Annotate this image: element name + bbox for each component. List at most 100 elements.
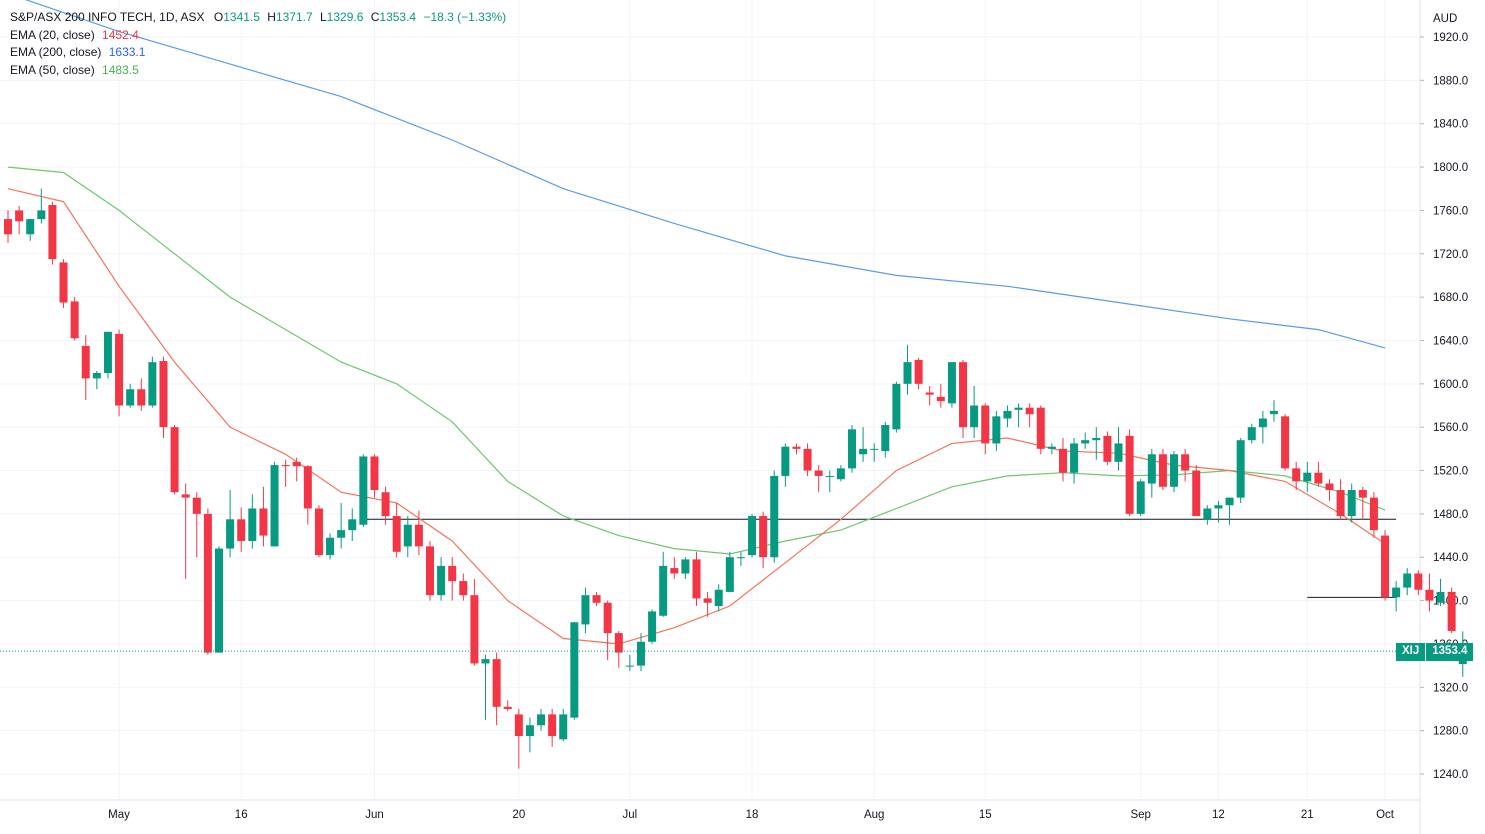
indicator-value: 1483.5 bbox=[102, 62, 139, 77]
candle-body bbox=[537, 714, 546, 726]
candle bbox=[470, 578, 479, 666]
candle bbox=[992, 410, 1001, 452]
time-tick-label: Jul bbox=[623, 809, 638, 821]
candle-body bbox=[648, 611, 657, 642]
candle-body bbox=[381, 492, 390, 517]
candle bbox=[1314, 461, 1323, 487]
open-label: O bbox=[213, 10, 224, 24]
price-axis[interactable]: 1240.01280.01320.01360.01400.01440.01480… bbox=[1420, 32, 1468, 781]
candle bbox=[170, 425, 179, 495]
candle-body bbox=[203, 513, 212, 653]
candle bbox=[48, 201, 57, 265]
candle-body bbox=[1147, 454, 1156, 484]
indicator-ema20[interactable]: EMA (20, close) 1452.4 bbox=[10, 27, 506, 45]
candle bbox=[892, 381, 901, 433]
candle-body bbox=[237, 519, 246, 541]
horizontal-lines[interactable] bbox=[363, 518, 1397, 598]
close-label: C bbox=[370, 10, 380, 24]
candle bbox=[825, 470, 834, 493]
candle-body bbox=[959, 362, 968, 428]
candle bbox=[1303, 461, 1312, 493]
candle bbox=[925, 385, 934, 406]
candle bbox=[781, 443, 790, 487]
candle-body bbox=[1425, 589, 1434, 601]
time-tick-label: 12 bbox=[1212, 809, 1225, 821]
candle bbox=[1158, 448, 1167, 491]
candle bbox=[859, 427, 868, 462]
candle-body bbox=[1136, 481, 1145, 514]
candle bbox=[1258, 410, 1267, 444]
candle bbox=[959, 359, 968, 439]
indicator-ema200[interactable]: EMA (200, close) 1633.1 bbox=[10, 44, 506, 62]
candle-body bbox=[970, 405, 979, 428]
candle-body bbox=[748, 516, 757, 556]
candle bbox=[814, 465, 823, 493]
candle bbox=[214, 546, 223, 653]
candle-body bbox=[770, 475, 779, 558]
candle bbox=[1070, 438, 1079, 484]
candle-body bbox=[692, 559, 701, 599]
indicator-ema50[interactable]: EMA (50, close) 1483.5 bbox=[10, 62, 506, 80]
candle-body bbox=[903, 362, 912, 384]
candle-body bbox=[1336, 490, 1345, 517]
candle bbox=[725, 551, 734, 592]
candle bbox=[636, 633, 645, 672]
candle bbox=[303, 465, 312, 525]
candle bbox=[59, 259, 68, 308]
price-tick-label: 1320.0 bbox=[1433, 682, 1468, 694]
candle-body bbox=[1092, 438, 1101, 441]
candle-body bbox=[126, 389, 135, 406]
price-tick-label: 1800.0 bbox=[1433, 162, 1468, 174]
candle bbox=[1103, 431, 1112, 466]
candle bbox=[437, 557, 446, 601]
candle bbox=[792, 443, 801, 455]
candle bbox=[648, 609, 657, 644]
candle-body bbox=[892, 383, 901, 430]
candle bbox=[481, 654, 490, 720]
candle-body bbox=[214, 548, 223, 653]
candle bbox=[592, 591, 601, 607]
candle bbox=[670, 557, 679, 579]
candle bbox=[947, 362, 956, 408]
candle-body bbox=[570, 622, 579, 718]
time-tick-label: 20 bbox=[512, 809, 525, 821]
candle-body bbox=[925, 392, 934, 395]
candle-body bbox=[603, 602, 612, 634]
symbol-title[interactable]: S&P/ASX 200 INFO TECH, 1D, ASX bbox=[10, 10, 205, 24]
symbol-row[interactable]: S&P/ASX 200 INFO TECH, 1D, ASX O1341.5 H… bbox=[10, 9, 506, 27]
candles bbox=[4, 188, 1467, 769]
candle-body bbox=[26, 219, 35, 235]
candle bbox=[870, 443, 879, 462]
candle-body bbox=[1236, 440, 1245, 498]
candle-body bbox=[148, 362, 157, 406]
candle bbox=[337, 503, 346, 549]
indicator-label: EMA (20, close) bbox=[10, 27, 95, 42]
candle bbox=[1192, 465, 1201, 517]
candle-body bbox=[170, 427, 179, 493]
price-tick-label: 1880.0 bbox=[1433, 75, 1468, 87]
candle bbox=[525, 717, 534, 753]
indicator-value: 1452.4 bbox=[102, 27, 139, 42]
candle-body bbox=[370, 456, 379, 491]
candle-body bbox=[1314, 472, 1323, 484]
candle-body bbox=[4, 219, 12, 235]
high-label: H bbox=[267, 10, 276, 24]
candle-body bbox=[448, 565, 457, 582]
candle-body bbox=[414, 524, 423, 547]
candle-body bbox=[159, 361, 168, 428]
candle-body bbox=[270, 465, 279, 547]
candle bbox=[1336, 479, 1345, 520]
candle-body bbox=[659, 565, 668, 616]
candle-body bbox=[1192, 470, 1201, 517]
candle-body bbox=[1003, 410, 1012, 419]
candle bbox=[703, 591, 712, 617]
candle-body bbox=[326, 537, 335, 556]
candle bbox=[1147, 448, 1156, 498]
chart-grid bbox=[0, 0, 1421, 834]
candle-body bbox=[1081, 440, 1090, 444]
candle-body bbox=[1036, 407, 1045, 449]
candle-body bbox=[1258, 418, 1267, 428]
time-axis[interactable]: May 16 Jun 20 Jul 18 Aug 15 Sep 12 21 Oct bbox=[108, 809, 1395, 821]
candle-body bbox=[792, 446, 801, 449]
